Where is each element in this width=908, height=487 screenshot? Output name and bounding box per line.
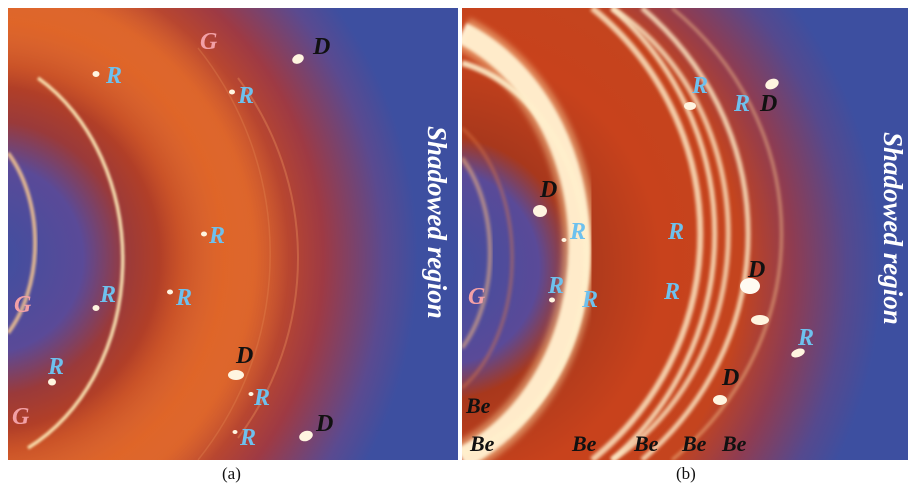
spot-a (92, 71, 100, 77)
label-be: Be (722, 431, 747, 456)
be-ring-b-6 (640, 8, 751, 460)
label-r: R (692, 73, 709, 99)
label-be: Be (634, 431, 659, 456)
spot-b (751, 315, 769, 325)
spot-b (765, 78, 779, 90)
spot-a (167, 289, 173, 295)
label-g: G (12, 404, 30, 430)
label-r: R (668, 219, 685, 245)
label-be: Be (466, 393, 491, 418)
inner-ring-b (462, 156, 493, 350)
diffraction-image-b (462, 8, 908, 460)
spot-b (713, 395, 727, 405)
label-r: R (209, 223, 226, 249)
spot-b (791, 348, 805, 358)
shadowed-region-label-a: Shadowed region (422, 126, 452, 319)
be-ring-b-4 (590, 8, 704, 460)
spot-b (533, 205, 547, 217)
label-r: R (570, 219, 587, 245)
label-r: R (734, 91, 751, 117)
faint-ring-a-1 (237, 77, 299, 439)
label-be: Be (682, 431, 707, 456)
label-be: Be (572, 431, 597, 456)
label-r: R (798, 325, 815, 351)
label-r: R (48, 354, 65, 380)
spot-b (740, 278, 760, 294)
be-ring-b-3 (610, 8, 731, 460)
spot-a (201, 231, 207, 237)
spot-a (232, 430, 238, 434)
label-r: R (106, 63, 123, 89)
label-r: R (664, 279, 681, 305)
shadowed-region-label-b: Shadowed region (878, 132, 908, 325)
label-d: D (722, 365, 740, 391)
label-r: R (254, 385, 271, 411)
label-r: R (238, 83, 255, 109)
label-d: D (540, 177, 558, 203)
spot-a (229, 89, 235, 95)
diffraction-panel-a: G D R R R R R G R D R G R D Shadowed reg… (8, 8, 458, 460)
diffraction-panel-b: R R D D R R D G R R R R D Be Be Be Be Be… (462, 8, 908, 460)
spot-b (684, 102, 696, 110)
label-d: D (313, 34, 331, 60)
label-d: D (748, 257, 766, 283)
spot-a (48, 378, 56, 386)
label-r: R (582, 287, 599, 313)
label-d: D (316, 411, 334, 437)
spot-a (248, 392, 254, 396)
label-g: G (14, 292, 32, 318)
be-ring-b-5 (610, 8, 718, 460)
label-r: R (240, 425, 257, 451)
label-r: R (548, 273, 565, 299)
spot-a (228, 370, 244, 380)
be-ring-b-2 (462, 60, 590, 456)
label-be: Be (470, 431, 495, 456)
label-r: R (100, 282, 117, 308)
spot-b (549, 297, 555, 303)
label-g: G (468, 284, 486, 310)
spot-a (299, 430, 313, 442)
spot-a (292, 54, 304, 64)
label-g: G (200, 29, 218, 55)
label-d: D (236, 343, 254, 369)
label-d: D (760, 91, 778, 117)
bright-ring-a (27, 76, 125, 450)
caption-b: (b) (676, 464, 696, 483)
caption-a: (a) (222, 464, 241, 483)
spot-b (561, 238, 567, 242)
diffraction-image-a (8, 8, 458, 460)
inner-ring-a (8, 151, 38, 335)
label-r: R (176, 285, 193, 311)
spot-a (92, 305, 100, 311)
faint-ring-a-2 (197, 47, 271, 460)
